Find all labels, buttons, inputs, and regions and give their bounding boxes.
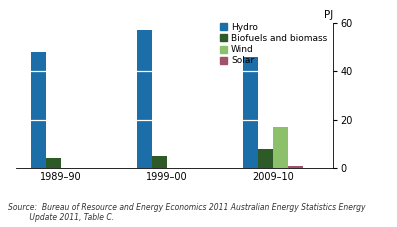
Bar xyxy=(31,52,46,168)
Bar xyxy=(243,57,258,168)
Bar xyxy=(46,158,61,168)
Bar xyxy=(152,156,167,168)
Text: PJ: PJ xyxy=(324,10,333,20)
Text: Source:  Bureau of Resource and Energy Economics 2011 Australian Energy Statisti: Source: Bureau of Resource and Energy Ec… xyxy=(8,203,366,222)
Bar xyxy=(137,30,152,168)
Bar xyxy=(288,166,303,168)
Bar xyxy=(258,149,273,168)
Legend: Hydro, Biofuels and biomass, Wind, Solar: Hydro, Biofuels and biomass, Wind, Solar xyxy=(220,23,327,65)
Bar xyxy=(273,127,288,168)
